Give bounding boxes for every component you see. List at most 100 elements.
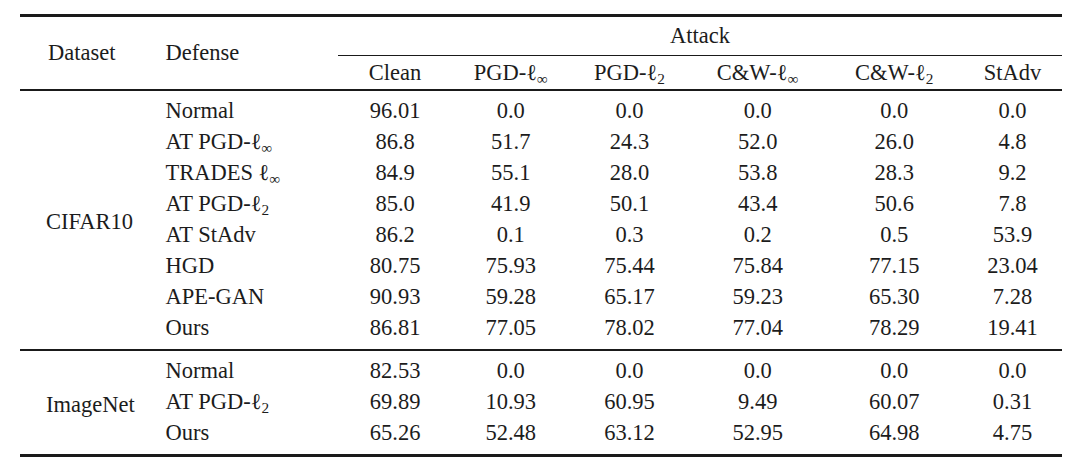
accuracy-value: 9.49 (690, 386, 825, 417)
accuracy-value: 19.41 (963, 312, 1062, 350)
defense-label-text: AT PGD-ℓ (165, 129, 261, 154)
accuracy-value: 60.95 (569, 386, 690, 417)
accuracy-value: 53.9 (963, 219, 1062, 250)
accuracy-value: 59.28 (452, 281, 569, 312)
accuracy-value: 78.29 (825, 312, 963, 350)
accuracy-value: 80.75 (338, 250, 453, 281)
accuracy-value: 77.04 (690, 312, 825, 350)
table-row: HGD80.7575.9375.4475.8477.1523.04 (20, 250, 1062, 281)
accuracy-value: 65.17 (569, 281, 690, 312)
col-header-pgd-l2-label: PGD-ℓ (594, 60, 657, 85)
accuracy-value: 43.4 (690, 188, 825, 219)
dataset-label: CIFAR10 (20, 90, 155, 350)
accuracy-value: 0.0 (569, 90, 690, 126)
table-row: AT PGD-ℓ∞86.851.724.352.026.04.8 (20, 126, 1062, 157)
defense-label: Ours (155, 312, 337, 350)
accuracy-value: 0.3 (569, 219, 690, 250)
col-header-stadv-label: StAdv (984, 60, 1042, 85)
accuracy-value: 65.30 (825, 281, 963, 312)
col-header-clean-label: Clean (369, 60, 421, 85)
accuracy-value: 10.93 (452, 386, 569, 417)
accuracy-value: 84.9 (338, 157, 453, 188)
accuracy-value: 82.53 (338, 350, 453, 386)
accuracy-value: 0.5 (825, 219, 963, 250)
accuracy-value: 4.8 (963, 126, 1062, 157)
accuracy-value: 7.8 (963, 188, 1062, 219)
accuracy-value: 52.0 (690, 126, 825, 157)
defense-label-text: Normal (165, 98, 234, 123)
accuracy-value: 0.0 (569, 350, 690, 386)
accuracy-value: 77.15 (825, 250, 963, 281)
accuracy-value: 69.89 (338, 386, 453, 417)
accuracy-value: 4.75 (963, 417, 1062, 456)
header-row-top: Dataset Defense Attack (20, 16, 1062, 56)
accuracy-value: 0.0 (452, 350, 569, 386)
accuracy-value: 24.3 (569, 126, 690, 157)
table-row: ImageNetNormal82.530.00.00.00.00.0 (20, 350, 1062, 386)
accuracy-value: 26.0 (825, 126, 963, 157)
accuracy-value: 96.01 (338, 90, 453, 126)
defense-label: AT PGD-ℓ2 (155, 386, 337, 417)
dataset-label: ImageNet (20, 350, 155, 456)
defense-label-text: Ours (165, 315, 209, 340)
defense-label-text: HGD (165, 253, 214, 278)
defense-label: Normal (155, 90, 337, 126)
col-header-cw-l2-label: C&W-ℓ (855, 60, 926, 85)
accuracy-value: 28.0 (569, 157, 690, 188)
accuracy-value: 85.0 (338, 188, 453, 219)
defense-label-sub: 2 (261, 201, 269, 218)
accuracy-value: 53.8 (690, 157, 825, 188)
col-header-pgd-linf: PGD-ℓ∞ (452, 56, 569, 91)
accuracy-value: 78.02 (569, 312, 690, 350)
accuracy-value: 0.31 (963, 386, 1062, 417)
accuracy-value: 86.2 (338, 219, 453, 250)
col-header-pgd-linf-sub: ∞ (537, 70, 548, 87)
table-row: AT PGD-ℓ285.041.950.143.450.67.8 (20, 188, 1062, 219)
imagenet-group: ImageNetNormal82.530.00.00.00.00.0AT PGD… (20, 350, 1062, 456)
accuracy-value: 59.23 (690, 281, 825, 312)
accuracy-value: 28.3 (825, 157, 963, 188)
defense-label: AT PGD-ℓ2 (155, 188, 337, 219)
col-header-pgd-l2: PGD-ℓ2 (569, 56, 690, 91)
defense-label-text: AT PGD-ℓ (165, 389, 261, 414)
table-row: APE-GAN90.9359.2865.1759.2365.307.28 (20, 281, 1062, 312)
defense-label-text: AT PGD-ℓ (165, 191, 261, 216)
accuracy-value: 75.44 (569, 250, 690, 281)
defense-label-text: Normal (165, 358, 234, 383)
accuracy-value: 7.28 (963, 281, 1062, 312)
col-header-cw-l2: C&W-ℓ2 (825, 56, 963, 91)
accuracy-value: 0.0 (825, 350, 963, 386)
accuracy-value: 0.0 (452, 90, 569, 126)
col-header-stadv: StAdv (963, 56, 1062, 91)
accuracy-value: 51.7 (452, 126, 569, 157)
table-row: CIFAR10Normal96.010.00.00.00.00.0 (20, 90, 1062, 126)
defense-label-sub: ∞ (269, 170, 280, 187)
accuracy-value: 50.6 (825, 188, 963, 219)
accuracy-value: 86.81 (338, 312, 453, 350)
accuracy-value: 41.9 (452, 188, 569, 219)
accuracy-value: 9.2 (963, 157, 1062, 188)
col-header-defense: Defense (155, 16, 337, 91)
defense-label: AT StAdv (155, 219, 337, 250)
accuracy-value: 65.26 (338, 417, 453, 456)
accuracy-value: 0.0 (690, 90, 825, 126)
cifar10-group: CIFAR10Normal96.010.00.00.00.00.0AT PGD-… (20, 90, 1062, 350)
accuracy-value: 60.07 (825, 386, 963, 417)
table-row: Ours86.8177.0578.0277.0478.2919.41 (20, 312, 1062, 350)
accuracy-value: 0.0 (825, 90, 963, 126)
results-table: Dataset Defense Attack Clean PGD-ℓ∞ PGD-… (20, 14, 1062, 457)
table-row: TRADES ℓ∞ 84.955.128.053.828.39.2 (20, 157, 1062, 188)
accuracy-value: 55.1 (452, 157, 569, 188)
accuracy-value: 52.48 (452, 417, 569, 456)
defense-label-sub: 2 (261, 399, 269, 416)
defense-label: Normal (155, 350, 337, 386)
accuracy-value: 0.1 (452, 219, 569, 250)
defense-label-text: TRADES ℓ (165, 160, 269, 185)
col-header-cw-linf-sub: ∞ (788, 70, 799, 87)
col-header-clean: Clean (338, 56, 453, 91)
accuracy-value: 23.04 (963, 250, 1062, 281)
accuracy-value: 0.0 (963, 90, 1062, 126)
col-header-cw-l2-sub: 2 (926, 70, 934, 87)
defense-label-text: APE-GAN (165, 284, 264, 309)
defense-label-text: Ours (165, 420, 209, 445)
